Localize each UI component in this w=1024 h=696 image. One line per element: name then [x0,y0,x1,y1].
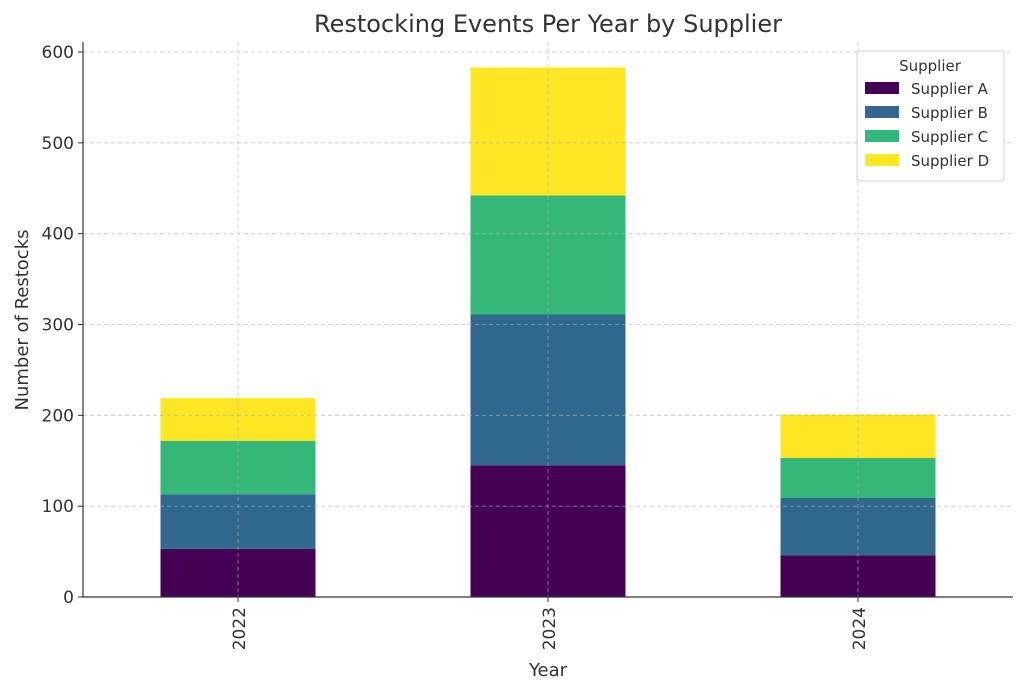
legend-label: Supplier A [911,80,989,98]
x-tick-label: 2023 [540,607,560,650]
legend-label: Supplier C [911,128,988,146]
y-tick-label: 500 [42,134,74,154]
x-axis-label: Year [528,660,568,681]
y-tick-label: 400 [42,225,74,245]
bar-segment [160,398,316,441]
y-axis-label: Number of Restocks [12,229,33,410]
x-tick-label: 2024 [850,607,870,650]
bar-segment [470,67,626,196]
legend-swatch [865,82,899,94]
chart-title: Restocking Events Per Year by Supplier [314,10,782,38]
legend-label: Supplier B [911,104,988,122]
y-tick-label: 200 [42,406,74,426]
y-tick-label: 300 [42,316,74,336]
y-tick-label: 600 [42,43,74,63]
legend-swatch [865,154,899,166]
y-tick-label: 100 [42,497,74,517]
legend-title: Supplier [899,57,962,75]
y-tick-label: 0 [63,588,74,608]
x-tick-label: 2022 [230,607,250,650]
legend-swatch [865,130,899,142]
legend-label: Supplier D [911,152,989,170]
legend-swatch [865,106,899,118]
